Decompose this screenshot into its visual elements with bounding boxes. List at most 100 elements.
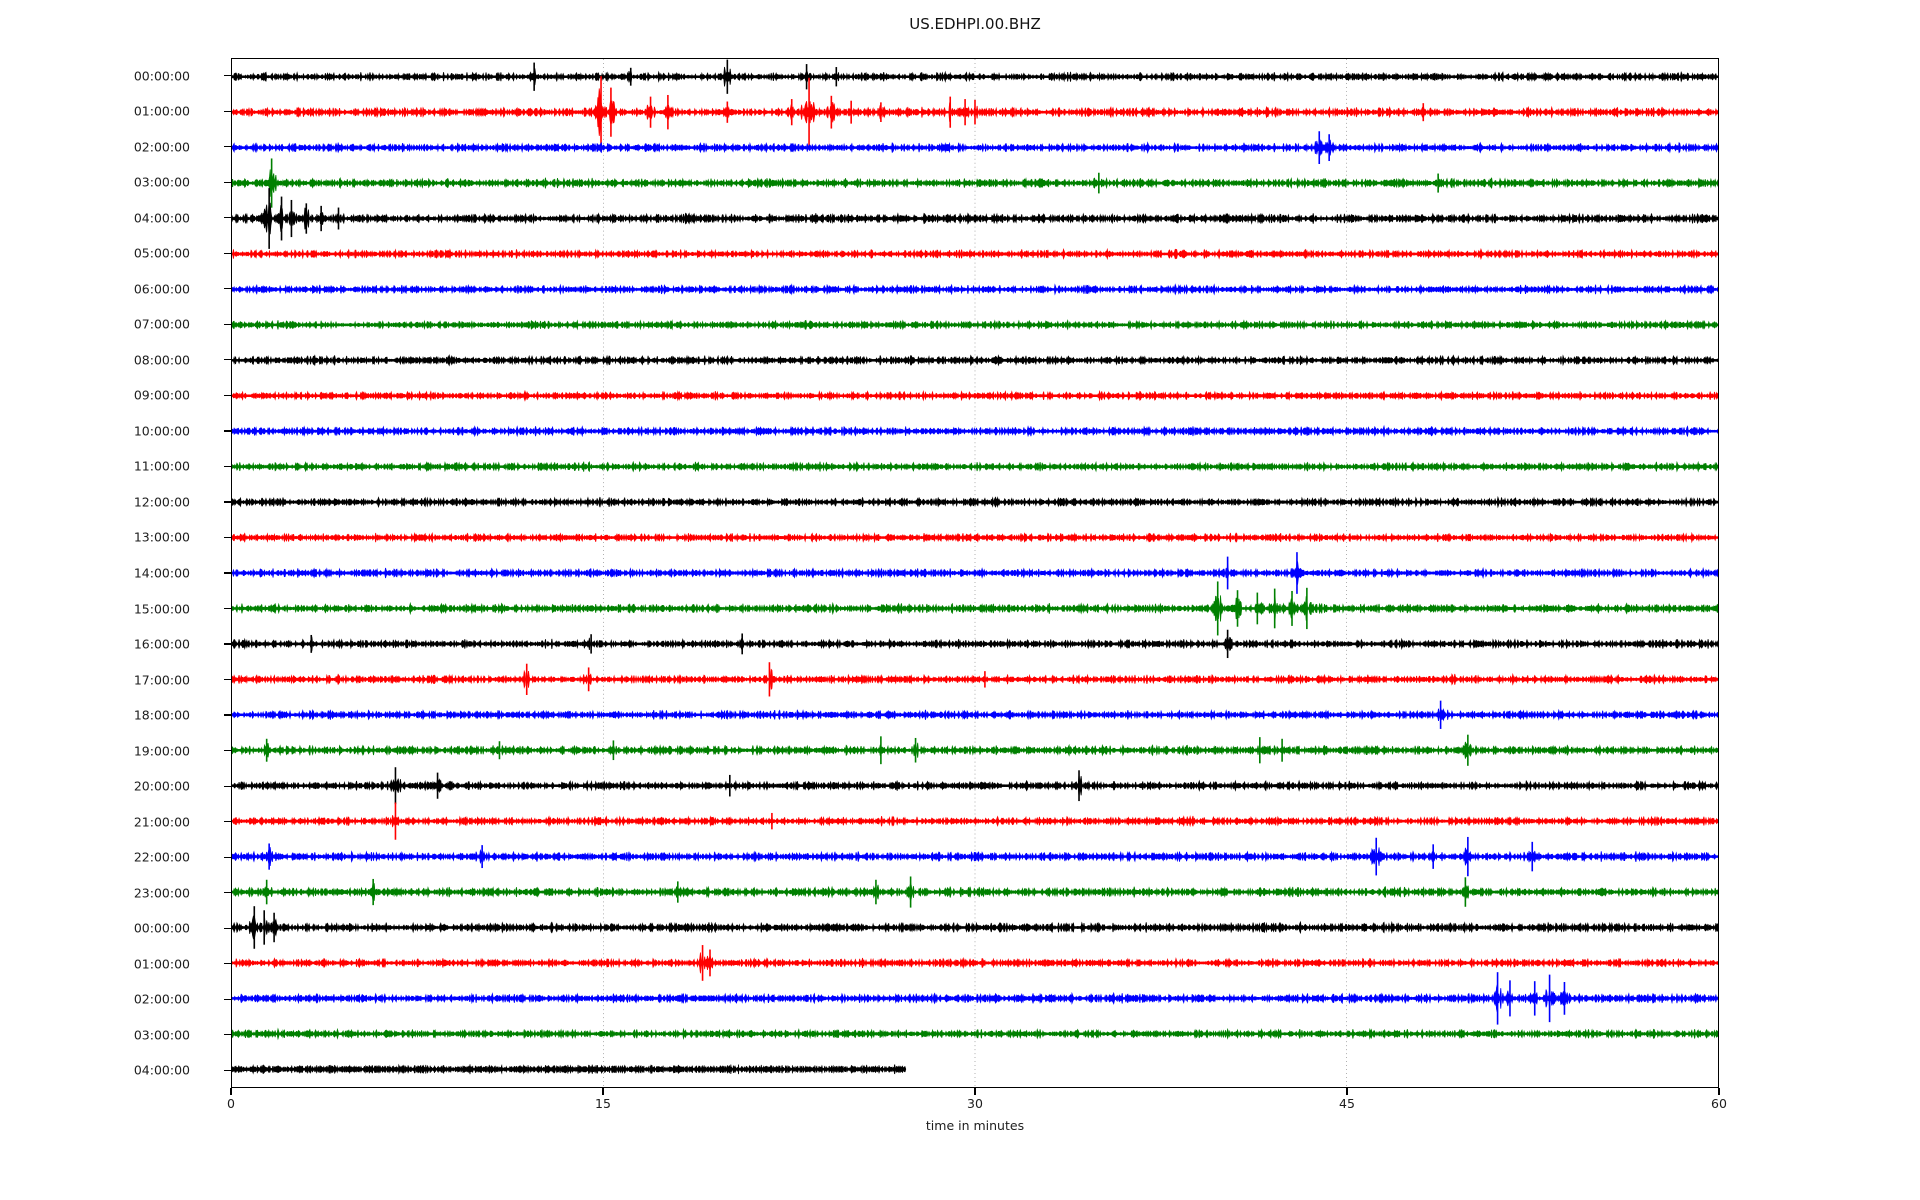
y-axis-tick-label: 20:00:00 xyxy=(133,778,190,794)
seismic-spike xyxy=(1291,590,1293,626)
y-axis-tick-label: 03:00:00 xyxy=(133,1027,190,1043)
seismic-trace-core xyxy=(232,500,1718,504)
y-axis-tick-label: 08:00:00 xyxy=(133,352,190,368)
y-axis-tick-label: 23:00:00 xyxy=(133,885,190,901)
seismic-spike xyxy=(394,767,397,805)
x-axis-tick-label: 30 xyxy=(967,1096,983,1111)
y-axis-tick-mark xyxy=(224,252,231,254)
seismic-spike xyxy=(253,906,256,949)
y-axis-tick-label: 01:00:00 xyxy=(133,956,190,972)
seismic-trace-core xyxy=(232,607,1718,610)
y-axis-tick-mark xyxy=(224,323,231,325)
seismic-spike xyxy=(771,812,773,830)
seismic-trace-core xyxy=(232,465,1718,468)
seismic-spike xyxy=(649,96,652,128)
seismic-spike xyxy=(273,912,275,943)
y-axis-tick-label: 02:00:00 xyxy=(133,139,190,155)
y-axis-tick-label: 15:00:00 xyxy=(133,601,190,617)
seismic-trace-core xyxy=(232,571,1718,575)
seismic-spike xyxy=(1437,173,1439,193)
seismic-trace-core xyxy=(232,926,1718,929)
seismic-spike xyxy=(1078,770,1080,802)
seismic-trace-core xyxy=(232,323,1718,327)
seismic-trace-core xyxy=(232,713,1718,717)
x-axis-tick-label: 60 xyxy=(1711,1096,1727,1111)
y-axis-tick-label: 00:00:00 xyxy=(133,920,190,936)
seismic-trace-core xyxy=(232,146,1718,149)
seismic-spike xyxy=(914,737,917,763)
y-axis-tick-mark xyxy=(224,146,231,148)
y-axis-tick-label: 10:00:00 xyxy=(133,423,190,439)
y-axis-tick-label: 00:00:00 xyxy=(133,68,190,84)
y-axis-tick-mark xyxy=(224,963,231,965)
seismic-spike xyxy=(1467,836,1469,877)
y-axis-tick-mark xyxy=(224,465,231,468)
y-axis-tick-label: 19:00:00 xyxy=(133,743,190,759)
seismic-spike xyxy=(436,772,439,799)
seismic-spike xyxy=(265,879,268,905)
seismic-trace-core xyxy=(232,394,1718,398)
seismic-trace-core xyxy=(232,961,1718,965)
waveform-canvas xyxy=(232,59,1718,1087)
y-axis-tick-mark xyxy=(224,821,231,823)
y-axis-tick-mark xyxy=(224,430,231,432)
seismic-spike xyxy=(726,59,729,94)
seismic-spike xyxy=(1296,552,1298,594)
seismic-spike xyxy=(268,188,270,249)
seismic-spike xyxy=(280,196,283,241)
y-axis-tick-label: 14:00:00 xyxy=(133,565,190,581)
y-axis-tick-label: 11:00:00 xyxy=(133,458,190,474)
seismic-spike xyxy=(701,945,704,981)
seismic-trace-core xyxy=(232,359,1718,362)
y-axis-tick-label: 05:00:00 xyxy=(133,245,190,261)
seismic-spike xyxy=(587,667,590,692)
seismic-spike xyxy=(1464,877,1467,907)
x-axis-tick-mark xyxy=(230,1088,232,1095)
seismic-spike xyxy=(949,96,952,128)
seismic-trace-core xyxy=(232,429,1718,433)
y-axis-tick-mark xyxy=(224,501,231,503)
seismic-spike xyxy=(1467,734,1469,766)
seismic-spike xyxy=(270,158,273,208)
y-axis-tick-mark xyxy=(224,678,231,681)
seismic-spike xyxy=(1548,974,1551,1023)
seismic-trace-core xyxy=(232,1068,906,1071)
seismic-spike xyxy=(268,843,270,870)
page-title: US.EDHPI.00.BHZ xyxy=(909,15,1041,33)
seismic-spike xyxy=(1496,972,1499,1025)
seismic-spike xyxy=(808,77,810,147)
seismic-spike xyxy=(880,736,882,765)
seismic-spike xyxy=(677,881,679,903)
seismic-spike xyxy=(1256,592,1259,625)
seismic-spike xyxy=(667,94,669,130)
y-axis-tick-label: 18:00:00 xyxy=(133,707,190,723)
y-axis-tick-mark xyxy=(224,785,231,787)
seismic-trace-core xyxy=(232,642,1718,646)
seismic-spike xyxy=(741,633,743,655)
seismic-spike xyxy=(835,67,838,87)
seismic-spike xyxy=(525,663,528,695)
y-axis-tick-mark xyxy=(224,572,231,574)
y-axis-tick-mark xyxy=(224,607,231,610)
seismic-spike xyxy=(533,62,535,91)
seismic-spike xyxy=(1328,134,1330,162)
seismic-trace-core xyxy=(232,997,1718,1000)
seismic-spike xyxy=(830,95,833,129)
seismic-trace-core xyxy=(232,536,1718,539)
seismic-trace-core xyxy=(232,181,1718,185)
seismic-spike xyxy=(1226,556,1229,590)
seismic-spike xyxy=(394,802,397,840)
seismic-trace-core xyxy=(232,75,1718,78)
x-axis-tick-mark xyxy=(974,1088,976,1095)
seismic-spike xyxy=(1098,172,1100,194)
seismic-spike xyxy=(1432,844,1434,869)
seismic-spike xyxy=(1531,841,1534,872)
seismic-spike xyxy=(1533,981,1536,1016)
seismic-spike xyxy=(612,740,615,761)
seismic-spike xyxy=(880,102,882,122)
seismic-spike xyxy=(726,101,729,123)
seismic-spike xyxy=(1375,837,1378,876)
x-axis-tick-mark xyxy=(1718,1088,1720,1095)
y-axis-tick-mark xyxy=(224,217,231,219)
y-axis-tick-mark xyxy=(224,75,231,77)
